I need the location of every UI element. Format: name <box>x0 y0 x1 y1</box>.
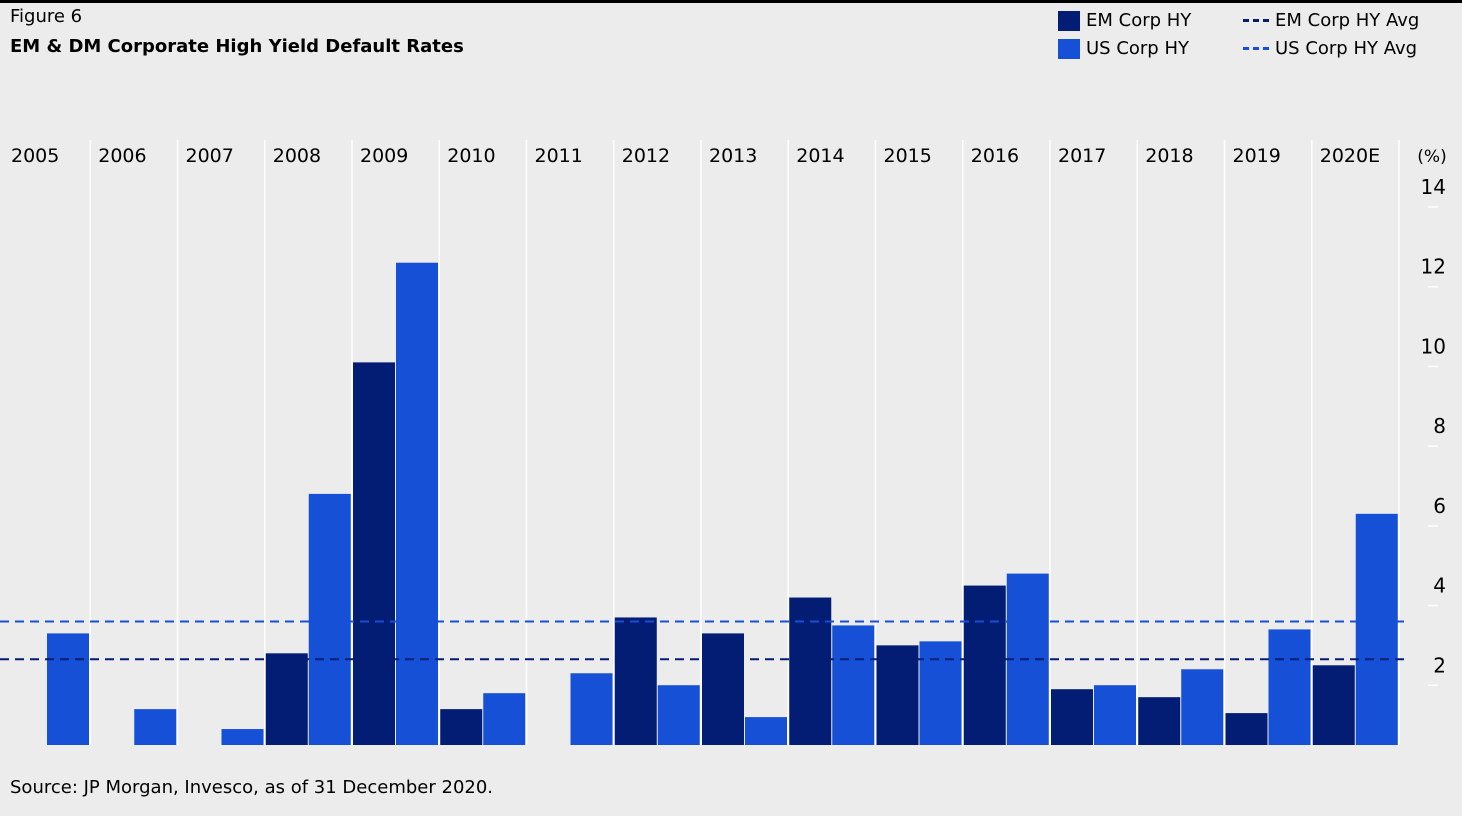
em-corp-hy-bar <box>265 653 308 745</box>
x-tick-label: 2008 <box>273 145 321 167</box>
x-tick-label: 2019 <box>1233 145 1281 167</box>
y-tick-label: 8 <box>1433 414 1446 438</box>
legend-dash-em-avg <box>1243 19 1269 22</box>
em-corp-hy-bar <box>1051 689 1093 745</box>
us-corp-hy-bar <box>134 709 177 745</box>
us-corp-hy-bar <box>396 262 438 745</box>
x-tick-label: 2007 <box>186 145 234 167</box>
legend-item-us-avg: US Corp HY Avg <box>1243 38 1417 59</box>
y-tick-label: 4 <box>1433 574 1446 598</box>
y-tick-label: 12 <box>1421 255 1446 279</box>
x-tick-label: 2011 <box>535 145 583 167</box>
x-tick-label: 2014 <box>796 145 844 167</box>
legend-label-us-avg: US Corp HY Avg <box>1275 38 1418 59</box>
x-tick-label: 2018 <box>1145 145 1193 167</box>
x-tick-label: 2017 <box>1058 145 1106 167</box>
em-corp-hy-bar <box>1312 665 1355 745</box>
top-rule <box>0 0 1462 3</box>
x-tick-label: 2006 <box>98 145 146 167</box>
us-corp-hy-bar <box>1268 629 1311 745</box>
us-corp-hy-bar <box>832 625 875 745</box>
y-tick-label: 6 <box>1433 494 1446 518</box>
us-corp-hy-bar <box>745 717 787 745</box>
source-note: Source: JP Morgan, Invesco, as of 31 Dec… <box>10 777 494 798</box>
legend-item-us-corp-hy: US Corp HY <box>1058 38 1189 59</box>
us-corp-hy-bar <box>570 673 613 745</box>
us-corp-hy-bar <box>47 633 89 745</box>
em-corp-hy-bar <box>1225 713 1268 745</box>
us-corp-hy-bar <box>1355 513 1398 745</box>
us-corp-hy-bar <box>308 493 351 745</box>
us-corp-hy-bar <box>919 641 962 745</box>
x-tick-label: 2013 <box>709 145 757 167</box>
legend-label-em-avg: EM Corp HY Avg <box>1275 10 1420 31</box>
x-tick-label: 2020E <box>1320 145 1380 167</box>
figure-label: Figure 6 <box>10 6 83 27</box>
x-tick-label: 2010 <box>447 145 495 167</box>
us-corp-hy-bar <box>221 729 264 745</box>
em-corp-hy-bar <box>963 585 1006 745</box>
legend-item-em-corp-hy: EM Corp HY <box>1058 10 1191 31</box>
em-corp-hy-bar <box>876 645 919 745</box>
legend-label-em: EM Corp HY <box>1086 10 1192 31</box>
us-corp-hy-bar <box>1094 685 1136 745</box>
x-tick-label: 2015 <box>884 145 932 167</box>
em-corp-hy-bar <box>1138 697 1181 745</box>
em-corp-hy-bar <box>789 597 832 745</box>
em-corp-hy-bar <box>702 633 744 745</box>
legend-item-em-avg: EM Corp HY Avg <box>1243 10 1419 31</box>
legend-swatch-us <box>1058 38 1080 59</box>
y-tick-label: 10 <box>1421 334 1446 358</box>
us-corp-hy-bar <box>483 693 526 745</box>
legend-dash-us-avg <box>1243 47 1269 50</box>
us-corp-hy-bar <box>657 685 700 745</box>
us-corp-hy-bar <box>1181 669 1224 745</box>
y-tick-label: 14 <box>1421 175 1446 199</box>
x-tick-label: 2005 <box>11 145 59 167</box>
legend-label-us: US Corp HY <box>1086 38 1189 59</box>
em-corp-hy-bar <box>614 617 657 745</box>
legend-swatch-em <box>1058 10 1080 31</box>
y-tick-label: 2 <box>1433 653 1446 677</box>
x-tick-label: 2016 <box>971 145 1019 167</box>
x-tick-label: 2012 <box>622 145 670 167</box>
x-tick-label: 2009 <box>360 145 408 167</box>
em-corp-hy-bar <box>353 362 395 745</box>
chart-title: EM & DM Corporate High Yield Default Rat… <box>10 36 464 57</box>
em-corp-hy-bar <box>440 709 483 745</box>
y-axis-unit-label: (%) <box>1417 147 1446 167</box>
